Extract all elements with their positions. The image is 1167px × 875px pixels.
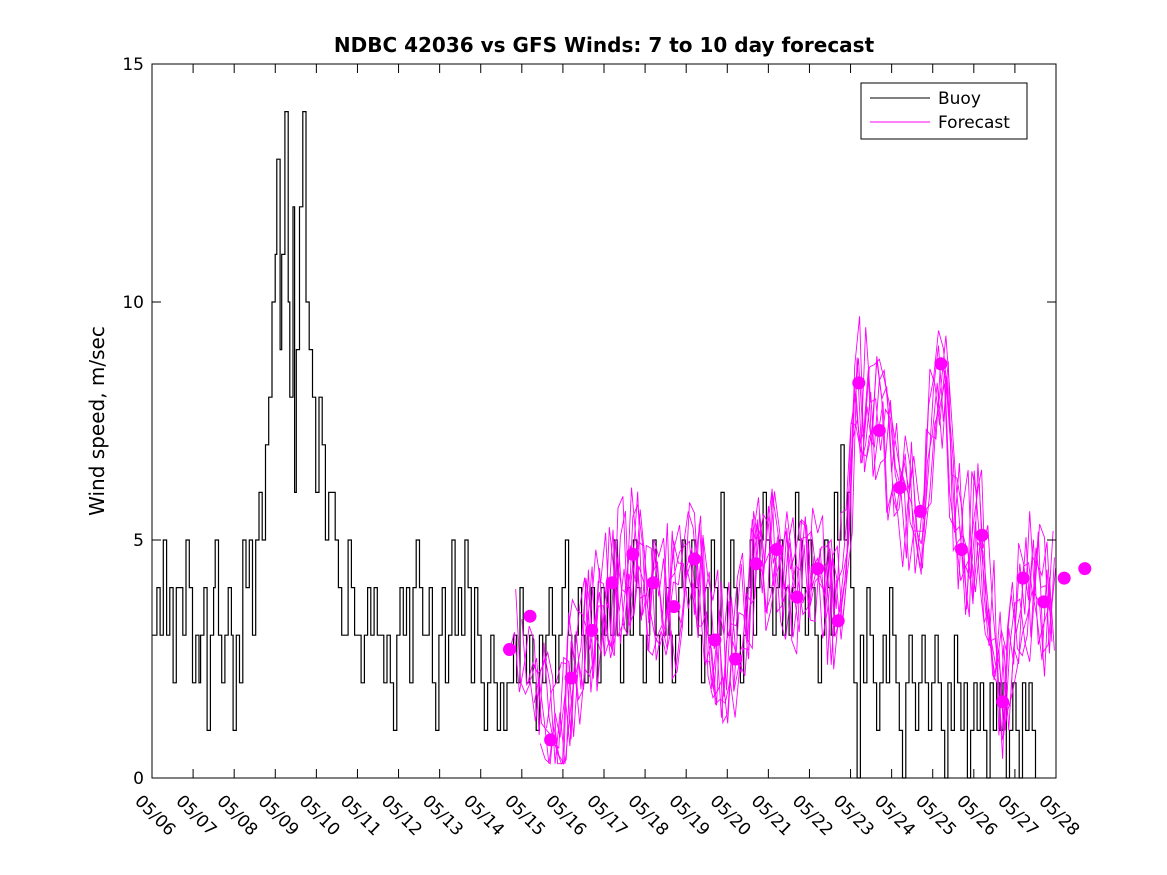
forecast-point	[996, 695, 1010, 709]
forecast-point	[523, 609, 537, 623]
buoy-series	[152, 111, 1037, 779]
forecast-point	[852, 376, 866, 390]
chart-title: NDBC 42036 vs GFS Winds: 7 to 10 day for…	[334, 33, 875, 57]
forecast-point	[913, 504, 927, 518]
forecast-point	[605, 576, 619, 590]
forecast-point	[831, 614, 845, 628]
forecast-point	[790, 590, 804, 604]
forecast-point	[749, 557, 763, 571]
y-tick-label: 15	[122, 55, 144, 75]
forecast-point	[585, 623, 599, 637]
forecast-point	[955, 543, 968, 556]
forecast-point	[934, 357, 948, 371]
legend-buoy-label: Buoy	[938, 89, 981, 109]
forecast-point	[872, 424, 886, 437]
legend-box	[860, 82, 1028, 140]
forecast-point	[708, 633, 722, 647]
y-tick-label: 5	[133, 531, 144, 551]
forecast-line	[527, 358, 1057, 765]
forecast-point	[893, 481, 907, 495]
forecast-point	[811, 562, 825, 576]
legend-forecast-label: Forecast	[938, 113, 1010, 133]
forecast-point	[729, 652, 742, 666]
forecast-point	[544, 733, 558, 747]
forecast-series	[503, 316, 1092, 766]
forecast-point	[770, 543, 784, 556]
legend: Buoy Forecast	[860, 82, 1028, 140]
y-tick-label: 0	[133, 769, 144, 789]
y-axis-label: Wind speed, m/sec	[85, 326, 109, 516]
buoy-line	[152, 111, 1037, 779]
forecast-point	[1057, 571, 1071, 585]
forecast-point	[564, 671, 578, 685]
forecast-line	[521, 335, 1055, 765]
forecast-point	[626, 547, 640, 561]
forecast-point	[667, 600, 681, 614]
forecast-point	[1016, 571, 1030, 585]
forecast-point	[687, 552, 701, 566]
forecast-point	[1037, 595, 1051, 609]
y-tick-label: 10	[122, 293, 144, 313]
forecast-point	[646, 576, 660, 590]
forecast-point	[503, 643, 516, 656]
forecast-point	[975, 528, 989, 542]
forecast-point	[1078, 562, 1092, 576]
forecast-line	[533, 316, 1053, 766]
